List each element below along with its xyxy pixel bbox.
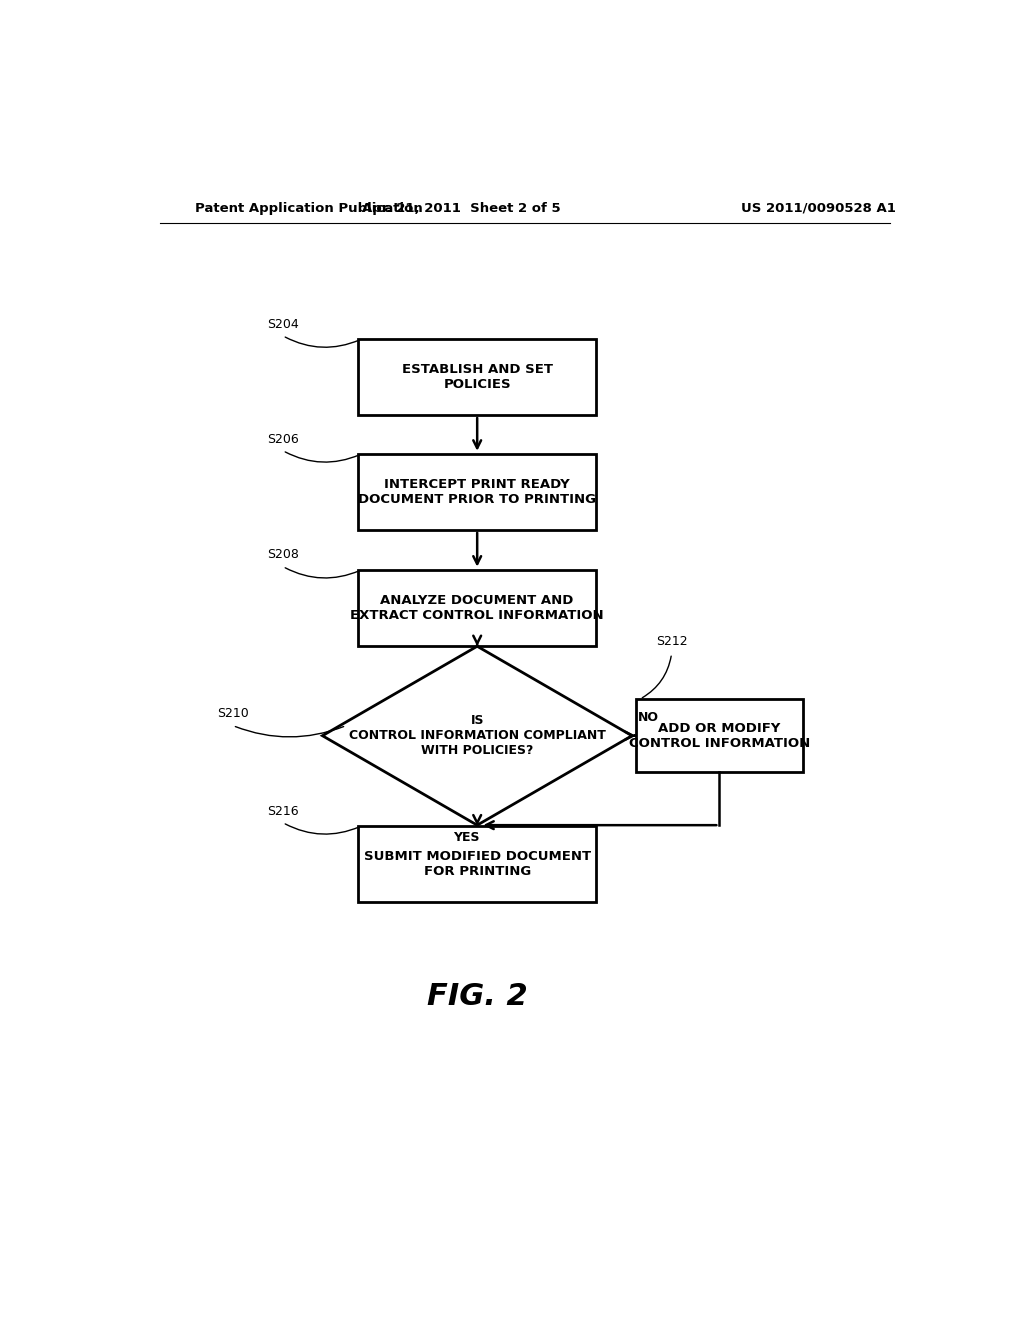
Text: S206: S206	[267, 433, 299, 446]
Text: S204: S204	[267, 318, 299, 331]
Bar	[636, 700, 803, 772]
Text: IS
CONTROL INFORMATION COMPLIANT
WITH POLICIES?: IS CONTROL INFORMATION COMPLIANT WITH PO…	[349, 714, 605, 758]
Text: ANALYZE DOCUMENT AND
EXTRACT CONTROL INFORMATION: ANALYZE DOCUMENT AND EXTRACT CONTROL INF…	[350, 594, 604, 622]
Text: S210: S210	[217, 708, 249, 721]
Text: NO: NO	[638, 711, 659, 725]
Text: S212: S212	[655, 635, 687, 648]
Polygon shape	[323, 647, 632, 825]
Text: Patent Application Publication: Patent Application Publication	[196, 202, 423, 215]
Bar	[358, 339, 596, 414]
Text: ESTABLISH AND SET
POLICIES: ESTABLISH AND SET POLICIES	[401, 363, 553, 391]
Text: ADD OR MODIFY
CONTROL INFORMATION: ADD OR MODIFY CONTROL INFORMATION	[629, 722, 810, 750]
Text: SUBMIT MODIFIED DOCUMENT
FOR PRINTING: SUBMIT MODIFIED DOCUMENT FOR PRINTING	[364, 850, 591, 878]
Text: US 2011/0090528 A1: US 2011/0090528 A1	[741, 202, 896, 215]
Text: YES: YES	[454, 832, 480, 845]
Bar	[358, 454, 596, 529]
Bar	[358, 569, 596, 645]
Text: Apr. 21, 2011  Sheet 2 of 5: Apr. 21, 2011 Sheet 2 of 5	[362, 202, 560, 215]
Bar	[358, 826, 596, 902]
Text: S216: S216	[267, 804, 299, 817]
Text: FIG. 2: FIG. 2	[427, 982, 527, 1011]
Text: INTERCEPT PRINT READY
DOCUMENT PRIOR TO PRINTING: INTERCEPT PRINT READY DOCUMENT PRIOR TO …	[358, 478, 596, 506]
Text: S208: S208	[267, 548, 299, 561]
